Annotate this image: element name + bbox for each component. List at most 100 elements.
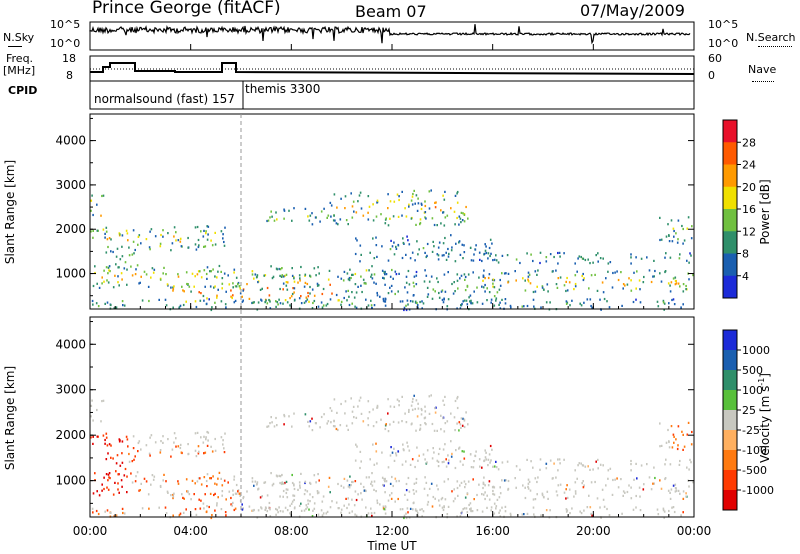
power-cell [485, 245, 487, 248]
power-cell [266, 219, 268, 223]
power-cell [115, 306, 118, 309]
power-cell [437, 280, 439, 284]
velocity-cell [340, 508, 343, 511]
velocity-cell [495, 505, 498, 508]
power-cell [515, 279, 517, 282]
velocity-cell [237, 490, 239, 493]
power-cell [425, 274, 428, 277]
velocity-cell [115, 462, 118, 465]
velocity-cell [389, 494, 391, 497]
power-cell [94, 271, 96, 275]
velocity-cell [347, 497, 349, 500]
velocity-cell [382, 505, 385, 508]
power-cell [248, 297, 251, 300]
velocity-cell [397, 421, 400, 424]
velocity-cell [123, 474, 126, 477]
power-cell [112, 250, 114, 254]
power-cell [393, 241, 395, 244]
power-cell [336, 206, 338, 209]
power-cell [309, 214, 312, 217]
velocity-cell [343, 504, 345, 507]
colorbar-swatch [723, 490, 737, 511]
velocity-cell [624, 491, 626, 494]
power-cell [671, 240, 674, 243]
velocity-cell [339, 424, 342, 427]
power-cell [590, 304, 592, 308]
power-cell [171, 242, 174, 245]
velocity-cell [557, 484, 560, 487]
power-cell [565, 300, 568, 303]
velocity-cell [325, 512, 328, 515]
power-cell [546, 283, 549, 286]
power-cell [269, 300, 271, 303]
velocity-cell [687, 421, 690, 424]
velocity-cell [419, 428, 421, 431]
power-cell [475, 244, 477, 247]
velocity-cell [507, 479, 510, 483]
power-cell [279, 287, 281, 291]
velocity-cell [90, 436, 92, 439]
power-cell [149, 248, 151, 251]
power-cell [204, 285, 206, 288]
power-cell [270, 265, 272, 268]
velocity-cell [91, 507, 94, 510]
power-cell [383, 271, 386, 274]
velocity-cell [678, 463, 681, 466]
power-cell [191, 272, 194, 275]
velocity-cell [482, 481, 485, 484]
power-cell [454, 260, 457, 263]
velocity-cell [444, 422, 447, 425]
power-cell [487, 276, 490, 280]
power-cell [207, 225, 210, 228]
power-cell [313, 299, 316, 303]
velocity-cell [395, 452, 397, 455]
velocity-cell [584, 465, 587, 468]
power-cell [557, 251, 559, 255]
power-cell [440, 209, 442, 212]
power-cell [412, 300, 414, 303]
power-cell [108, 265, 111, 268]
power-cell [337, 275, 339, 278]
power-cell [407, 303, 409, 306]
power-cell [421, 300, 423, 303]
power-cell [549, 301, 551, 304]
power-cell [314, 216, 317, 219]
power-cell [514, 270, 516, 273]
power-cell [354, 272, 357, 276]
power-cell [456, 190, 459, 194]
power-cell [662, 301, 665, 304]
power-cell [357, 285, 359, 288]
power-cell [131, 274, 134, 277]
power-cell [308, 219, 311, 222]
power-cell [159, 242, 162, 245]
power-cell [222, 233, 224, 236]
power-cell [421, 307, 423, 310]
velocity-cell [309, 493, 311, 496]
power-cell [264, 301, 266, 304]
power-cell [412, 192, 414, 196]
power-cell [526, 252, 528, 255]
power-cell [380, 213, 382, 216]
power-cell [284, 274, 286, 277]
power-cell [495, 297, 498, 300]
velocity-cell [456, 395, 459, 399]
power-cell [659, 216, 661, 219]
power-cell [164, 298, 167, 301]
power-cell [100, 214, 102, 217]
power-cell [436, 277, 438, 280]
power-cell [158, 298, 160, 301]
velocity-cell [459, 484, 461, 487]
velocity-cell [105, 432, 108, 435]
velocity-cell [413, 394, 415, 397]
colorbar-swatch [723, 186, 737, 210]
velocity-cell [460, 426, 462, 429]
power-cell [455, 242, 457, 245]
velocity-cell [351, 510, 353, 513]
velocity-cell [203, 452, 205, 455]
velocity-cell [330, 409, 333, 412]
velocity-cell [355, 514, 358, 517]
velocity-cell [472, 466, 475, 469]
power-cell [589, 262, 591, 265]
power-cell [489, 254, 491, 258]
nsearch-tick-low: 10^0 [708, 37, 739, 50]
